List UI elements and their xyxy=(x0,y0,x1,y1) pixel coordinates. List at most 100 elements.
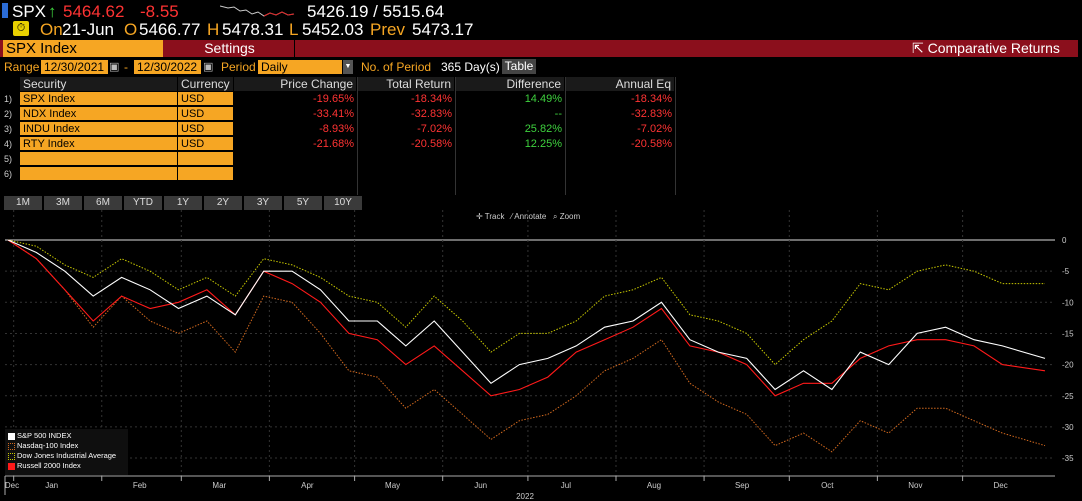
cell-security[interactable] xyxy=(20,152,178,166)
column-divider xyxy=(455,77,456,195)
cell-price_change: -19.65% xyxy=(313,93,354,105)
header-bar xyxy=(0,40,1078,57)
range-button-ytd[interactable]: YTD xyxy=(124,196,162,210)
period-label: Period xyxy=(221,60,256,74)
open-value: 5466.77 xyxy=(139,20,201,39)
column-header[interactable]: Security xyxy=(20,77,178,91)
annotate-button[interactable]: ⁄ Annotate xyxy=(511,212,547,221)
legend-item[interactable]: S&P 500 INDEX xyxy=(8,431,125,441)
cell-security[interactable]: RTY Index xyxy=(20,137,178,151)
x-tick-label: Aug xyxy=(647,481,661,490)
cell-annual_eq xyxy=(565,152,675,166)
y-tick-label: -35 xyxy=(1062,454,1074,463)
column-header[interactable]: Difference xyxy=(455,77,565,91)
ticker-symbol: SPX xyxy=(12,2,47,21)
up-arrow-icon: ↑ xyxy=(48,2,57,21)
cell-price_change xyxy=(234,167,357,181)
gauge-icon[interactable]: ⏱ xyxy=(13,21,29,36)
table-button[interactable]: Table xyxy=(502,59,536,74)
chevron-down-icon[interactable]: ▼ xyxy=(343,60,353,74)
column-header[interactable]: Currency xyxy=(178,77,234,91)
end-date-input[interactable]: 12/30/2022 xyxy=(134,60,201,74)
track-button[interactable]: ✛ Track xyxy=(476,212,505,221)
legend-swatch xyxy=(8,442,15,450)
x-tick-label: Jan xyxy=(45,481,58,490)
low-value: 5452.03 xyxy=(302,20,364,39)
range-button-10y[interactable]: 10Y xyxy=(324,196,362,210)
legend-item[interactable]: Russell 2000 Index xyxy=(8,461,125,471)
y-tick-label: -30 xyxy=(1062,423,1074,432)
legend-item[interactable]: Nasdaq-100 Index xyxy=(8,441,125,451)
title-text: Comparative Returns xyxy=(927,40,1060,56)
range-button-5y[interactable]: 5Y xyxy=(284,196,322,210)
range-button-6m[interactable]: 6M xyxy=(84,196,122,210)
legend-item[interactable]: Dow Jones Industrial Average xyxy=(8,451,125,461)
chart-tools: ✛ Track ⁄ Annotate ⌕ Zoom xyxy=(476,212,580,222)
cell-total_return xyxy=(357,167,455,181)
row-number: 2) xyxy=(4,109,13,119)
range-button-1y[interactable]: 1Y xyxy=(164,196,202,210)
column-header[interactable]: Price Change xyxy=(234,77,357,91)
comparative-returns-title: ⇱ Comparative Returns xyxy=(912,40,1060,57)
x-tick-label: Dec xyxy=(993,481,1007,490)
calendar-icon[interactable]: ▣ xyxy=(203,61,214,73)
legend-swatch xyxy=(8,462,15,470)
series-line-nasdaq-100-index xyxy=(7,239,1046,453)
cell-difference: 12.25% xyxy=(524,138,562,150)
cell-security[interactable]: INDU Index xyxy=(20,122,178,136)
y-tick-label: -5 xyxy=(1062,267,1070,276)
external-link-icon[interactable]: ⇱ xyxy=(912,40,924,56)
start-date-input[interactable]: 12/30/2021 xyxy=(41,60,108,74)
x-tick-label: Dec xyxy=(5,481,19,490)
security-marker xyxy=(2,3,8,18)
column-divider xyxy=(675,77,676,195)
cell-security[interactable]: SPX Index xyxy=(20,92,178,106)
cell-security[interactable] xyxy=(20,167,178,181)
nop-value: 365 Day(s) xyxy=(441,60,500,74)
range-button-3y[interactable]: 3Y xyxy=(244,196,282,210)
high-value: 5478.31 xyxy=(222,20,284,39)
cell-total_return: -20.58% xyxy=(411,138,452,150)
security-input[interactable]: SPX Index xyxy=(3,40,163,57)
on-label: On xyxy=(40,20,63,39)
period-select[interactable]: Daily xyxy=(258,60,342,74)
range-dash: - xyxy=(124,60,128,74)
returns-chart[interactable]: 0 -5 -10 -15 -20 -25 -30 -35 Dec Jan Feb Mar Apr May J… xyxy=(0,205,1082,501)
column-header[interactable]: Total Return xyxy=(357,77,455,91)
cell-total_return: -7.02% xyxy=(417,123,452,135)
series-line-s-p-500-index xyxy=(7,239,1046,391)
row-number: 6) xyxy=(4,169,13,179)
cell-difference: -- xyxy=(554,108,562,120)
quote-date: 21-Jun xyxy=(62,20,114,39)
nop-label: No. of Period xyxy=(361,60,432,74)
y-tick-label: -20 xyxy=(1062,361,1074,370)
range-label: Range xyxy=(4,60,40,74)
column-header[interactable]: Annual Eq xyxy=(565,77,675,91)
legend-label: Russell 2000 Index xyxy=(17,461,81,470)
column-divider xyxy=(565,77,566,195)
range-button-2y[interactable]: 2Y xyxy=(204,196,242,210)
range-button-1m[interactable]: 1M xyxy=(4,196,42,210)
row-number: 1) xyxy=(4,94,13,104)
cell-difference: 14.49% xyxy=(524,93,562,105)
low-label: L xyxy=(289,20,299,39)
row-number: 3) xyxy=(4,124,13,134)
range-button-3m[interactable]: 3M xyxy=(44,196,82,210)
calendar-icon[interactable]: ▣ xyxy=(109,61,120,73)
zoom-button[interactable]: ⌕ Zoom xyxy=(552,212,581,221)
settings-tab[interactable]: Settings xyxy=(165,40,295,57)
legend-swatch xyxy=(8,432,15,440)
cell-difference xyxy=(455,152,565,166)
cell-price_change: -33.41% xyxy=(313,108,354,120)
series-line-russell-2000-index xyxy=(7,239,1046,397)
cell-currency: USD xyxy=(178,92,234,106)
x-tick-label: Oct xyxy=(821,481,834,490)
prev-label: Prev xyxy=(370,20,405,39)
cell-price_change xyxy=(234,152,357,166)
cell-annual_eq xyxy=(565,167,675,181)
legend-label: Dow Jones Industrial Average xyxy=(17,451,117,460)
cell-security[interactable]: NDX Index xyxy=(20,107,178,121)
x-tick-label: Jul xyxy=(561,481,571,490)
x-axis-label: 2022 xyxy=(516,492,534,501)
column-divider xyxy=(357,77,358,195)
